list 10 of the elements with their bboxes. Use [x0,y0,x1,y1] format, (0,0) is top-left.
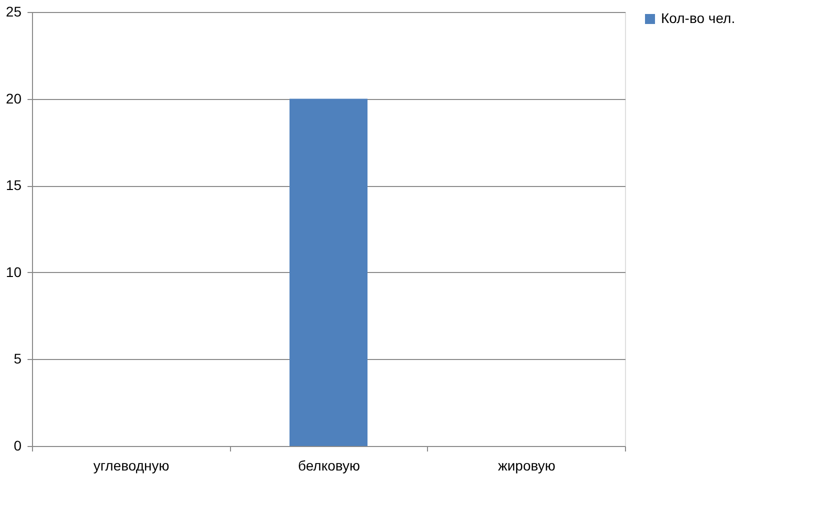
legend-label: Кол-во чел. [661,10,736,26]
y-tick-label: 25 [6,4,22,20]
x-tick-label: жировую [498,458,556,474]
y-tick-label: 10 [6,264,22,280]
x-tick-label: углеводную [93,458,170,474]
y-tick-label: 20 [6,90,22,106]
y-tick-label: 0 [14,438,22,454]
y-tick-label: 5 [14,350,22,367]
y-tick-label: 15 [6,177,22,194]
x-tick-label: белковую [298,458,360,474]
